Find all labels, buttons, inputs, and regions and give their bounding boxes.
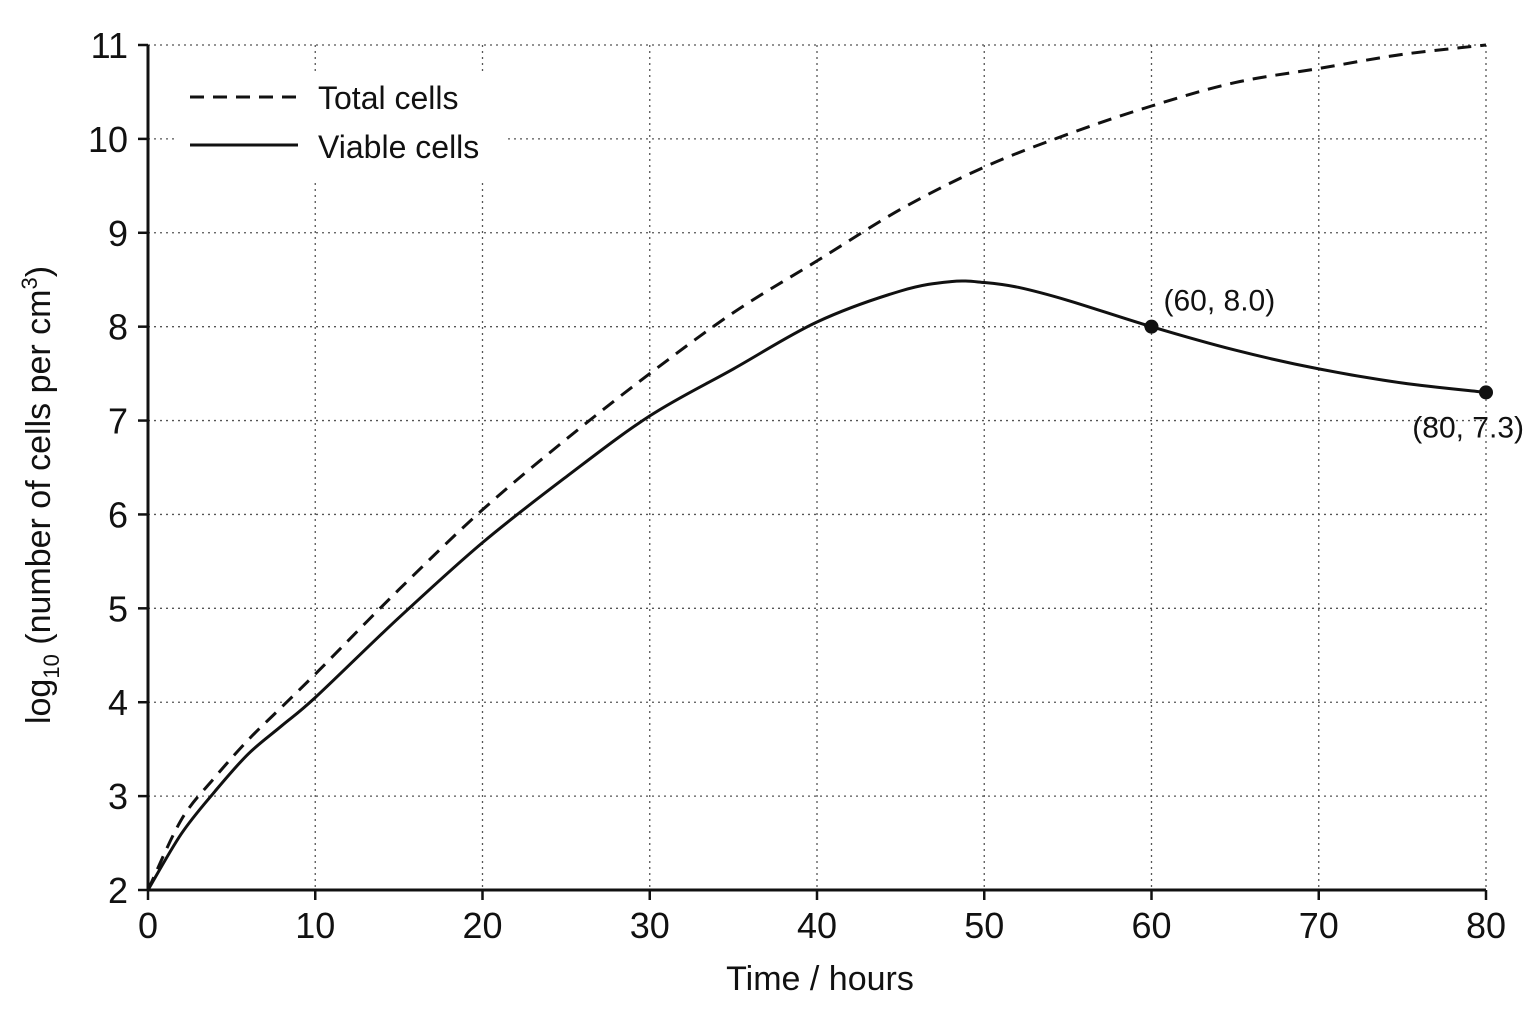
x-tick-label-40: 40	[797, 905, 837, 946]
y-tick-label-8: 8	[108, 307, 128, 348]
legend-label-viable-cells: Viable cells	[318, 129, 479, 165]
data-series	[146, 43, 1487, 891]
x-tick-label-30: 30	[630, 905, 670, 946]
highlighted-points: (60, 8.0) (80, 7.3)	[1144, 285, 1524, 444]
x-tick-label-50: 50	[964, 905, 1004, 946]
y-tick-label-9: 9	[108, 213, 128, 254]
series-line-total-cells	[146, 43, 1487, 891]
y-tick-label-10: 10	[88, 119, 128, 160]
legend-background	[178, 72, 508, 182]
series-line-viable-cells	[146, 279, 1487, 891]
y-tick-label-6: 6	[108, 494, 128, 535]
data-point-60	[1144, 319, 1159, 334]
data-point-label-80: (80, 7.3)	[1412, 411, 1524, 444]
y-tick-label-2: 2	[108, 870, 128, 911]
y-axis-title-suffix: )	[20, 266, 58, 277]
data-point-label-60: (60, 8.0)	[1164, 285, 1276, 318]
y-axis-title: log10 (number of cells per cm3)	[17, 266, 64, 724]
data-point-80	[1479, 385, 1493, 400]
axes	[138, 43, 1488, 900]
x-tick-label-20: 20	[462, 905, 502, 946]
tick-labels: 0 10 20 30 40 50 60 70 80 2 3 4 5 6 7 8 9 10 11	[88, 25, 1506, 946]
y-tick-label-3: 3	[108, 776, 128, 817]
y-axis-title-prefix: log	[20, 679, 58, 724]
y-tick-label-4: 4	[108, 682, 128, 723]
x-tick-label-80: 80	[1466, 905, 1506, 946]
x-tick-label-70: 70	[1299, 905, 1339, 946]
legend: Total cells Viable cells	[178, 72, 508, 182]
y-tick-label-11: 11	[91, 25, 128, 66]
x-tick-label-60: 60	[1131, 905, 1171, 946]
y-tick-label-5: 5	[108, 588, 128, 629]
y-axis-title-subscript: 10	[39, 654, 64, 678]
x-tick-label-10: 10	[295, 905, 335, 946]
x-tick-label-0: 0	[138, 905, 158, 946]
x-axis-title: Time / hours	[726, 960, 914, 998]
y-tick-label-7: 7	[108, 401, 128, 442]
y-axis-title-main: (number of cells per cm	[20, 290, 58, 655]
y-axis-title-superscript: 3	[17, 277, 42, 289]
legend-label-total-cells: Total cells	[318, 80, 459, 116]
